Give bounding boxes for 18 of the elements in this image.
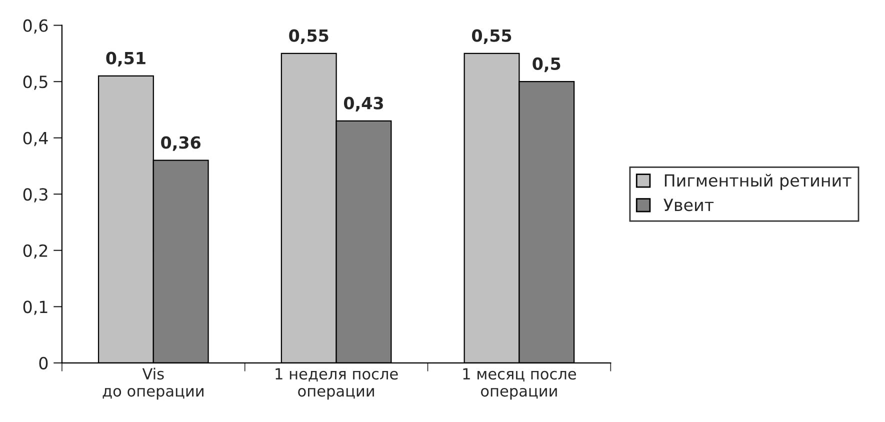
data-label: 0,43: [344, 96, 383, 112]
x-tick-label: 1 неделя после операции: [276, 368, 398, 400]
y-tick-label: 0,4: [23, 132, 48, 146]
data-label: 0,5: [532, 57, 560, 72]
y-tick-label: 0,5: [23, 76, 48, 90]
y-tick-label: 0,1: [23, 300, 48, 315]
data-label: 0,36: [161, 136, 200, 151]
y-tick-label: 0,2: [23, 244, 48, 259]
data-label: 0,55: [289, 29, 328, 44]
x-tick-label: 1 месяц после операции: [463, 368, 576, 400]
x-tick-label: Vis до операции: [102, 368, 204, 400]
legend-label: Увеит: [664, 198, 714, 212]
y-tick-label: 0: [39, 356, 48, 370]
data-label: 0,51: [106, 52, 146, 67]
y-tick-label: 0,3: [23, 188, 48, 202]
legend-label: Пигментный ретинит: [664, 174, 852, 190]
data-label: 0,55: [472, 29, 512, 44]
y-tick-label: 0,6: [23, 19, 48, 34]
